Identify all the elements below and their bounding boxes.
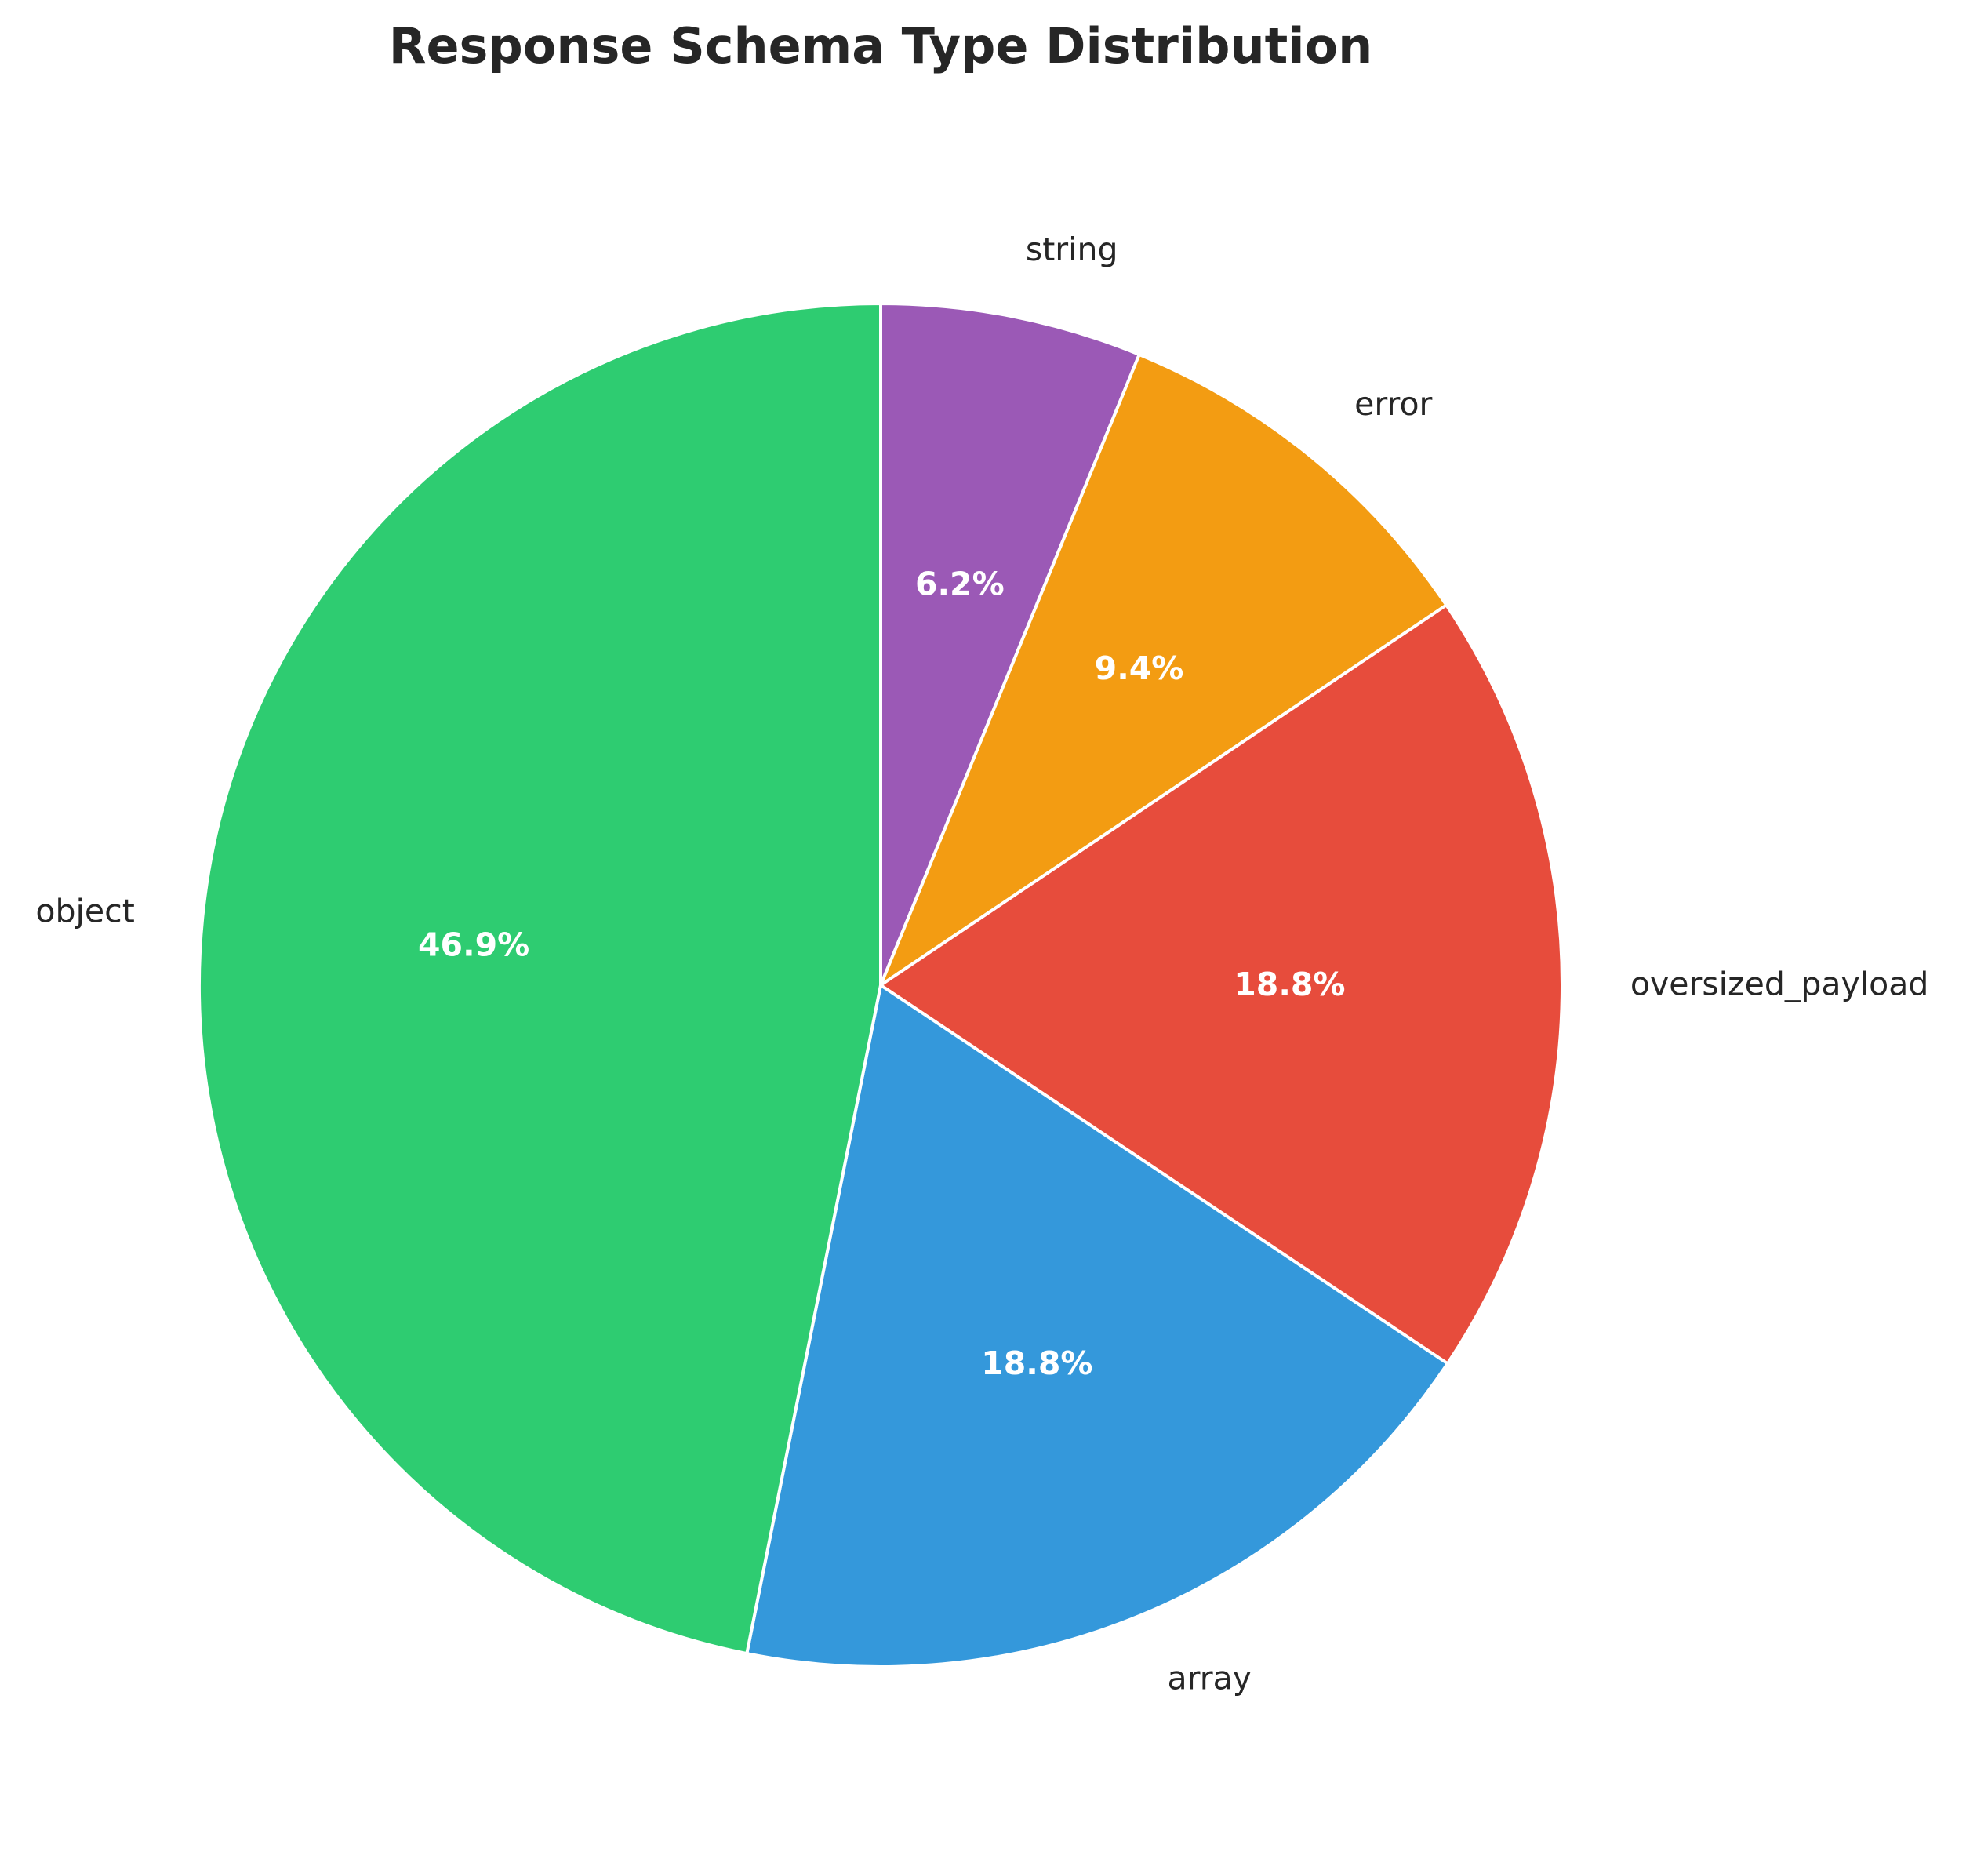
slice-label-oversized-payload: oversized_payload <box>1630 966 1929 1003</box>
pct-label-array: 18.8% <box>981 1344 1092 1382</box>
pie-slice-error <box>879 352 1448 987</box>
pct-label-error: 9.4% <box>1095 649 1184 687</box>
pie-labels: 6.2% string 9.4% error 18.8% oversized_payloa… <box>35 231 1928 1697</box>
pie-slice-string <box>879 302 1141 987</box>
pie-slice-oversized-payload <box>879 603 1564 1366</box>
slice-label-object: object <box>35 893 134 930</box>
pct-label-object: 46.9% <box>418 926 529 964</box>
chart-title: Response Schema Type Distribution <box>389 17 1373 75</box>
pie-slices <box>197 302 1564 1669</box>
slice-label-error: error <box>1354 385 1432 423</box>
pie-slice-array <box>745 984 1449 1669</box>
pct-label-oversized-payload: 18.8% <box>1234 966 1345 1003</box>
pie-slice-object <box>197 302 882 1656</box>
pct-label-string: 6.2% <box>915 565 1005 602</box>
slice-label-array: array <box>1167 1659 1252 1697</box>
slice-label-string: string <box>1026 231 1118 268</box>
